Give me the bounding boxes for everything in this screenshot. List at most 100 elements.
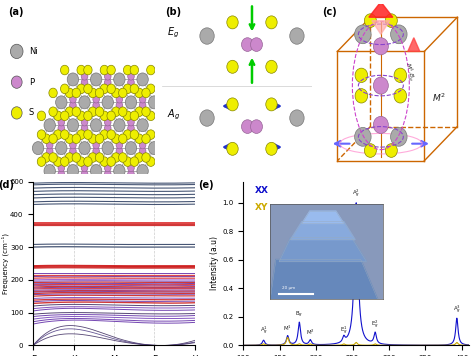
Y-axis label: Intensity (a.u): Intensity (a.u) (210, 236, 219, 290)
Circle shape (136, 154, 142, 162)
Circle shape (58, 125, 64, 132)
Circle shape (72, 88, 81, 98)
Circle shape (135, 107, 144, 116)
Circle shape (55, 131, 61, 139)
Circle shape (250, 120, 263, 134)
Circle shape (91, 119, 102, 132)
Circle shape (78, 157, 84, 165)
Circle shape (112, 134, 120, 143)
Circle shape (50, 135, 56, 142)
Circle shape (391, 127, 407, 146)
Circle shape (118, 134, 127, 143)
Circle shape (391, 25, 407, 44)
Circle shape (124, 111, 131, 119)
Circle shape (136, 109, 142, 116)
Circle shape (290, 28, 304, 44)
Circle shape (148, 142, 160, 155)
Circle shape (266, 60, 277, 73)
Circle shape (139, 147, 146, 155)
Circle shape (128, 125, 134, 132)
Circle shape (89, 107, 97, 116)
Circle shape (135, 134, 144, 143)
Circle shape (95, 153, 104, 162)
Circle shape (65, 88, 74, 98)
Circle shape (137, 119, 148, 132)
Circle shape (61, 84, 69, 94)
Circle shape (38, 131, 45, 139)
Circle shape (65, 107, 74, 116)
Circle shape (118, 107, 127, 116)
Circle shape (114, 119, 125, 132)
Circle shape (79, 96, 90, 109)
Circle shape (146, 65, 155, 75)
Circle shape (95, 107, 104, 116)
Circle shape (81, 164, 88, 172)
Circle shape (81, 170, 88, 178)
Circle shape (81, 73, 88, 80)
Circle shape (43, 154, 49, 162)
Circle shape (104, 79, 111, 86)
Circle shape (147, 157, 154, 165)
Circle shape (365, 144, 376, 157)
Text: $E_g$: $E_g$ (166, 25, 179, 40)
Circle shape (85, 157, 91, 165)
Circle shape (11, 107, 22, 119)
Circle shape (93, 141, 100, 149)
Circle shape (50, 154, 56, 162)
Polygon shape (372, 21, 390, 34)
Circle shape (241, 38, 254, 51)
Text: E$_g^1$: E$_g^1$ (340, 325, 348, 337)
Circle shape (85, 131, 91, 139)
Circle shape (131, 111, 138, 119)
Circle shape (128, 73, 134, 80)
Circle shape (91, 73, 102, 86)
Circle shape (77, 84, 85, 94)
Circle shape (374, 38, 388, 55)
Text: P: P (29, 78, 34, 87)
Circle shape (96, 135, 103, 142)
Circle shape (61, 111, 69, 121)
Circle shape (123, 157, 132, 166)
Circle shape (54, 130, 62, 140)
Circle shape (42, 153, 51, 162)
Circle shape (113, 109, 119, 116)
Circle shape (100, 111, 109, 121)
Circle shape (394, 89, 407, 103)
Text: S: S (29, 109, 34, 117)
Circle shape (125, 96, 137, 109)
Circle shape (49, 134, 57, 143)
Circle shape (32, 142, 44, 155)
Circle shape (49, 153, 57, 162)
Circle shape (50, 109, 56, 116)
Circle shape (107, 65, 115, 75)
Circle shape (137, 164, 148, 178)
Text: A$_g^1$: A$_g^1$ (259, 325, 268, 337)
Circle shape (130, 130, 138, 140)
Circle shape (104, 73, 111, 80)
Circle shape (37, 157, 46, 166)
Circle shape (58, 164, 64, 172)
Circle shape (11, 76, 22, 88)
Circle shape (124, 157, 131, 165)
Circle shape (119, 135, 126, 142)
Circle shape (227, 16, 238, 29)
Circle shape (66, 109, 73, 116)
Circle shape (44, 164, 55, 178)
Circle shape (124, 131, 131, 139)
Circle shape (148, 96, 160, 109)
Circle shape (49, 107, 57, 116)
Circle shape (146, 130, 155, 140)
Circle shape (95, 134, 104, 143)
Circle shape (93, 95, 100, 103)
Circle shape (72, 134, 81, 143)
Circle shape (128, 170, 134, 178)
Text: (e): (e) (198, 180, 214, 190)
Text: (a): (a) (8, 7, 23, 17)
Circle shape (107, 130, 115, 140)
Circle shape (125, 142, 137, 155)
Circle shape (61, 130, 69, 140)
Text: (d): (d) (0, 180, 14, 190)
Circle shape (104, 164, 111, 172)
Y-axis label: Frequency (cm⁻¹): Frequency (cm⁻¹) (1, 233, 9, 294)
Circle shape (227, 142, 238, 155)
